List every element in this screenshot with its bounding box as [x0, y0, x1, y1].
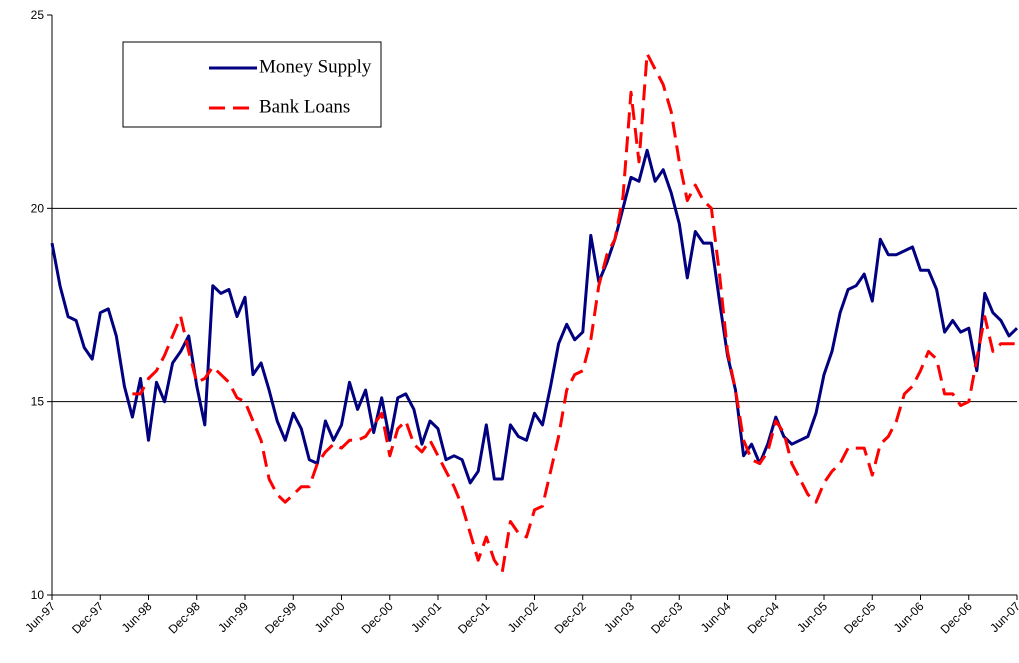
series-line [50, 148, 1019, 485]
x-tick-label: Dec-04 [745, 599, 782, 636]
x-tick-label: Jun-00 [312, 599, 348, 635]
x-tick-label: Jun-03 [601, 599, 637, 635]
x-tick-label: Jun-99 [215, 599, 251, 635]
x-tick-label: Jun-97 [22, 599, 58, 635]
legend-label: Bank Loans [259, 96, 350, 117]
x-tick-label: Jun-07 [987, 599, 1019, 635]
legend-label: Money Supply [259, 56, 372, 77]
x-tick-label: Dec-03 [648, 599, 685, 636]
y-tick-label: 20 [31, 201, 45, 215]
x-tick-label: Dec-99 [262, 599, 299, 636]
x-tick-label: Jun-98 [119, 599, 155, 635]
x-tick-label: Jun-04 [698, 599, 734, 635]
x-tick-label: Jun-06 [891, 599, 927, 635]
y-tick-label: 15 [31, 395, 45, 409]
y-tick-label: 10 [31, 588, 45, 602]
x-tick-label: Dec-97 [69, 599, 106, 636]
x-tick-label: Dec-02 [552, 599, 589, 636]
x-tick-label: Dec-05 [841, 599, 878, 636]
x-tick-label: Dec-98 [166, 599, 203, 636]
x-tick-label: Dec-01 [455, 599, 492, 636]
legend-box [122, 41, 382, 128]
y-tick-label: 25 [31, 8, 45, 22]
x-tick-label: Jun-01 [408, 599, 444, 635]
series-line [132, 52, 1017, 574]
x-tick-label: Jun-05 [794, 599, 830, 635]
x-tick-label: Jun-02 [505, 599, 541, 635]
x-tick-label: Dec-00 [359, 599, 396, 636]
x-tick-label: Dec-06 [938, 599, 975, 636]
